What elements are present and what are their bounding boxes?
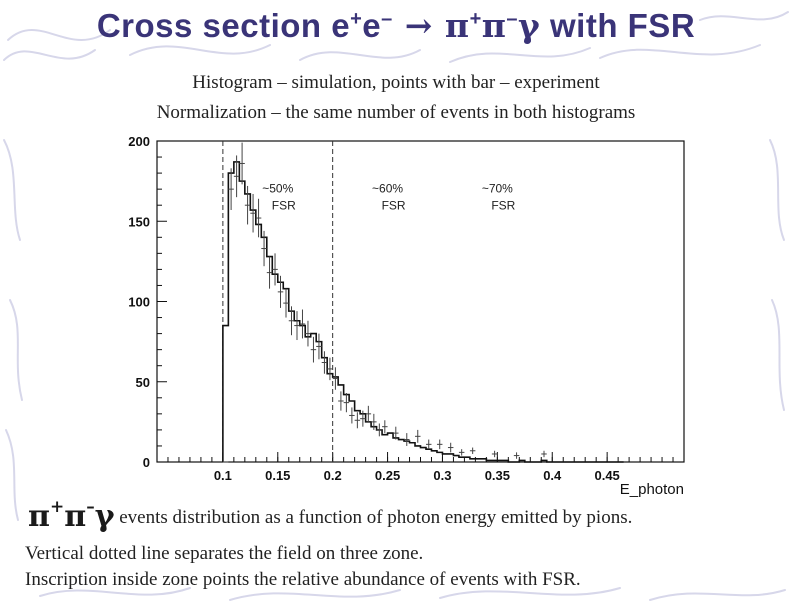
data-point <box>332 367 339 390</box>
title-sup-plus: + <box>350 8 363 30</box>
data-point <box>365 405 372 422</box>
data-point <box>305 320 311 347</box>
data-point <box>404 433 410 446</box>
data-point <box>299 309 306 339</box>
caption-gamma: γ <box>94 499 115 534</box>
data-point <box>327 357 333 381</box>
data-point <box>371 413 377 430</box>
data-point <box>541 450 547 458</box>
x-tick-label: 0.45 <box>594 468 619 483</box>
data-point <box>354 412 361 429</box>
title-sup-minus: – <box>381 8 393 30</box>
data-point <box>277 275 284 308</box>
data-point <box>458 449 465 456</box>
slide-title: Cross section e+e– → π+π–γ with FSR <box>0 6 792 45</box>
subtitle-line-1: Histogram – simulation, points with bar … <box>192 72 600 93</box>
data-point <box>425 439 432 450</box>
y-tick-label: 200 <box>128 134 150 149</box>
caption-pi-minus: π <box>64 499 87 534</box>
title-arrow: → <box>392 6 445 45</box>
x-axis-label: E_photon <box>620 481 684 498</box>
caption-line-3: Inscription inside zone points the relat… <box>25 569 581 590</box>
data-point <box>250 193 256 233</box>
title-pi-sup-plus: + <box>469 8 482 30</box>
histogram-simulation <box>222 161 624 463</box>
data-point <box>239 142 245 185</box>
subtitle-line-2: Normalization – the same number of event… <box>156 102 636 123</box>
y-tick-label: 100 <box>128 295 150 310</box>
zone-label-fsr: FSR <box>491 198 515 212</box>
data-point <box>255 198 262 238</box>
x-tick-label: 0.2 <box>324 468 342 483</box>
data-point <box>491 450 498 458</box>
chart-svg: 0 50 100 150 200 0.1 0.15 0.2 0.25 0.3 0.35 0.4 0.45… <box>95 133 692 503</box>
chart-background <box>95 133 692 503</box>
data-point <box>294 311 300 341</box>
data-point <box>469 447 476 454</box>
data-point <box>228 168 234 211</box>
zone-label-percent: ~60% <box>372 181 403 195</box>
title-pi-minus: π <box>481 6 507 45</box>
y-tick-label: 0 <box>143 455 150 470</box>
data-point <box>338 391 344 411</box>
data-point <box>382 420 388 434</box>
y-tick-label: 150 <box>128 214 150 229</box>
x-tick-label: 0.15 <box>265 468 290 483</box>
title-gamma: γ <box>518 6 541 45</box>
title-e: e <box>362 7 382 44</box>
zone-label-fsr: FSR <box>382 198 406 212</box>
caption-sup-plus: + <box>49 497 65 517</box>
data-point <box>376 423 383 437</box>
caption-line-2: Vertical dotted line separates the field… <box>25 543 424 564</box>
data-point <box>349 407 355 424</box>
data-point <box>447 442 454 453</box>
data-point <box>244 185 251 225</box>
x-tick-label: 0.25 <box>375 468 400 483</box>
x-tick-label: 0.35 <box>485 468 510 483</box>
data-point <box>266 256 273 289</box>
x-tick-label: 0.4 <box>543 468 562 483</box>
x-tick-label: 0.1 <box>214 468 232 483</box>
y-tick-label: 50 <box>136 375 150 390</box>
data-point <box>283 288 289 318</box>
data-point <box>316 333 322 360</box>
data-point <box>272 253 278 286</box>
data-point <box>436 439 443 450</box>
data-point <box>343 392 350 413</box>
data-point <box>393 426 399 440</box>
caption-pi-plus: π <box>28 499 50 534</box>
zone-label-fsr: FSR <box>272 198 296 212</box>
data-point <box>233 155 240 198</box>
data-point <box>261 230 267 267</box>
caption-sup-minus: – <box>86 497 95 517</box>
data-point <box>360 410 366 427</box>
x-tick-label: 0.3 <box>433 468 451 483</box>
zone-label-percent: ~50% <box>262 181 293 195</box>
data-point <box>288 306 295 336</box>
caption-text: events distribution as a function of pho… <box>114 507 633 528</box>
data-point <box>513 452 520 459</box>
title-pi-sup-minus: – <box>506 8 519 30</box>
histogram-chart: 0 50 100 150 200 0.1 0.15 0.2 0.25 0.3 0.35 0.4 0.45… <box>95 133 692 503</box>
zone-label-percent: ~70% <box>482 181 513 195</box>
title-tail: with FSR <box>540 7 696 44</box>
data-point <box>310 336 317 363</box>
title-pi-plus: π <box>444 6 470 45</box>
title-text: Cross section e <box>96 7 351 44</box>
caption-line-1: π+π–γ events distribution as a function … <box>28 497 788 534</box>
data-point <box>321 351 328 374</box>
data-point <box>415 429 421 443</box>
